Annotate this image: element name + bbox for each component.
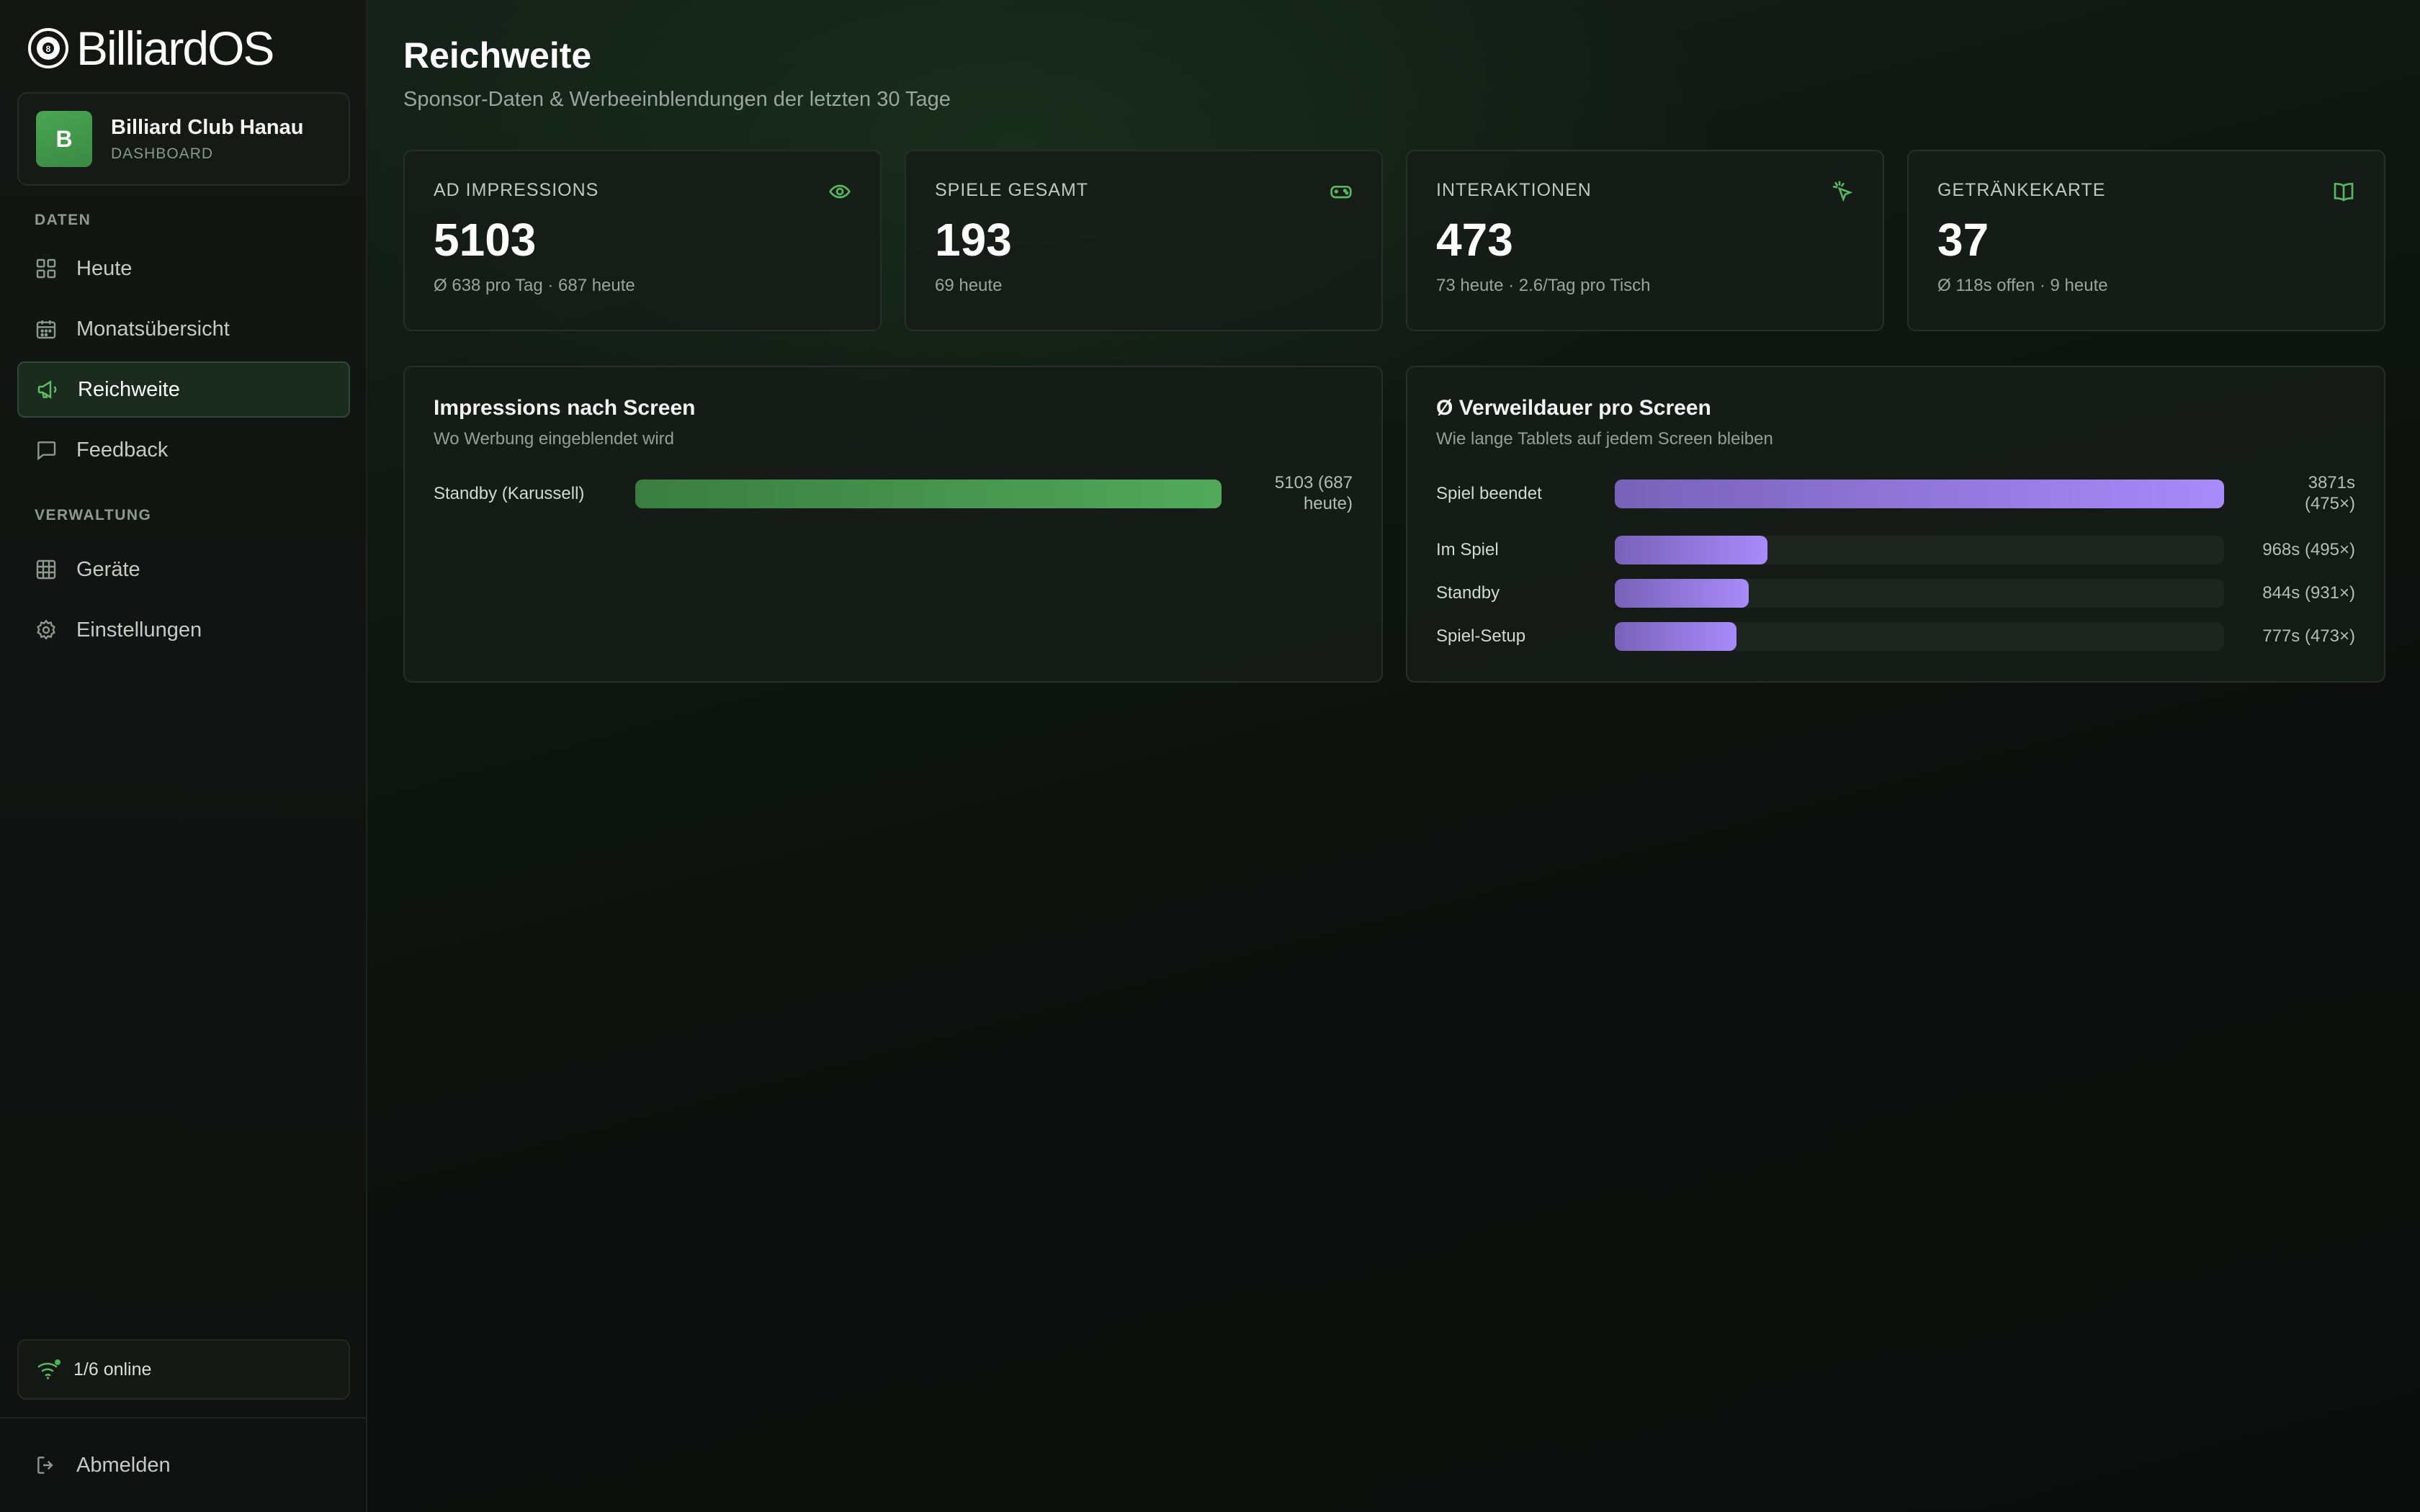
page-title: Reichweite xyxy=(403,35,592,76)
sidebar-item-heute[interactable]: Heute xyxy=(17,240,350,297)
bar-value-line-2: heute) xyxy=(1303,494,1353,513)
club-avatar: B xyxy=(36,111,92,167)
panel-title: Ø Verweildauer pro Screen xyxy=(1436,396,1711,420)
bar-value: 844s (931×) xyxy=(2262,582,2355,603)
kpi-value: 473 xyxy=(1436,214,1513,266)
megaphone-icon xyxy=(36,378,59,401)
club-card[interactable]: B Billiard Club Hanau DASHBOARD xyxy=(17,92,350,186)
bar-value: 777s (473×) xyxy=(2262,626,2355,646)
bar-track xyxy=(1615,480,2224,508)
kpi-card-getraenkekarte: GETRÄNKEKARTE 37 Ø 118s offen · 9 heute xyxy=(1907,150,2385,331)
bar-fill xyxy=(1615,579,1749,608)
kpi-value: 193 xyxy=(935,214,1012,266)
sidebar-item-geraete[interactable]: Geräte xyxy=(17,541,350,598)
eye-icon xyxy=(828,180,851,203)
bar-label: Spiel-Setup xyxy=(1436,626,1526,646)
kpi-value: 37 xyxy=(1937,214,1989,266)
dwell-row-spiel-beendet: Spiel beendet 3871s (475×) xyxy=(1436,473,2355,515)
kpi-label: SPIELE GESAMT xyxy=(935,180,1089,200)
sidebar-item-einstellungen[interactable]: Einstellungen xyxy=(17,602,350,658)
impressions-panel: Impressions nach Screen Wo Werbung einge… xyxy=(403,366,1383,683)
kpi-label: GETRÄNKEKARTE xyxy=(1937,180,2106,200)
bar-track xyxy=(1615,622,2224,651)
bar-value: 968s (495×) xyxy=(2262,539,2355,559)
bar-value: 3871s (475×) xyxy=(2305,473,2355,515)
bar-fill xyxy=(1615,536,1767,564)
bar-value-line-1: 5103 (687 xyxy=(1274,473,1353,493)
dwell-time-panel: Ø Verweildauer pro Screen Wie lange Tabl… xyxy=(1406,366,2385,683)
wifi-icon xyxy=(36,1358,62,1381)
kpi-label: AD IMPRESSIONS xyxy=(434,180,599,200)
bar-label: Im Spiel xyxy=(1436,540,1499,559)
sidebar: 8 BilliardOS B Billiard Club Hanau DASHB… xyxy=(0,0,367,1512)
kpi-label: INTERAKTIONEN xyxy=(1436,180,1592,200)
calendar-icon xyxy=(35,318,58,341)
chat-icon xyxy=(35,438,58,462)
impressions-row: Standby (Karussell) 5103 (687 heute) xyxy=(434,473,1353,515)
kpi-card-ad-impressions: AD IMPRESSIONS 5103 Ø 638 pro Tag · 687 … xyxy=(403,150,882,331)
sidebar-divider xyxy=(0,1417,367,1418)
panel-title: Impressions nach Screen xyxy=(434,396,696,420)
sidebar-item-label: Geräte xyxy=(76,557,140,581)
page-subtitle: Sponsor-Daten & Werbeeinblendungen der l… xyxy=(403,88,951,111)
sidebar-item-feedback[interactable]: Feedback xyxy=(17,422,350,478)
table-grid-icon xyxy=(35,558,58,581)
sidebar-item-label: Einstellungen xyxy=(76,618,202,642)
brand-logo[interactable]: 8 BilliardOS xyxy=(27,22,274,75)
svg-text:8: 8 xyxy=(46,44,51,54)
dwell-row-spiel-setup: Spiel-Setup 777s (473×) xyxy=(1436,622,2355,651)
sidebar-item-label: Monatsübersicht xyxy=(76,317,230,341)
section-label-daten: DATEN xyxy=(35,212,91,228)
sidebar-item-reichweite[interactable]: Reichweite xyxy=(17,361,350,418)
online-status-text: 1/6 online xyxy=(73,1359,152,1380)
logout-button[interactable]: Abmelden xyxy=(17,1437,350,1493)
bar-fill xyxy=(1615,622,1737,651)
kpi-note: Ø 118s offen · 9 heute xyxy=(1937,276,2108,295)
bar-value-line-2: (475×) xyxy=(2304,494,2355,513)
main-content: Reichweite Sponsor-Daten & Werbeeinblend… xyxy=(367,0,2420,1512)
bar-track xyxy=(1615,536,2224,564)
grid-icon xyxy=(35,257,58,280)
kpi-card-spiele-gesamt: SPIELE GESAMT 193 69 heute xyxy=(905,150,1383,331)
pointer-click-icon xyxy=(1831,180,1854,203)
sidebar-item-label: Heute xyxy=(76,256,133,280)
brand-name: BilliardOS xyxy=(76,22,274,75)
book-icon xyxy=(2332,180,2355,203)
bar-track xyxy=(1615,579,2224,608)
club-name: Billiard Club Hanau xyxy=(111,115,304,139)
dwell-row-im-spiel: Im Spiel 968s (495×) xyxy=(1436,536,2355,564)
logout-label: Abmelden xyxy=(76,1453,171,1477)
bar-track xyxy=(635,480,1222,508)
sidebar-item-label: Feedback xyxy=(76,438,169,462)
panel-subtitle: Wie lange Tablets auf jedem Screen bleib… xyxy=(1436,429,1773,449)
bar-value: 5103 (687 heute) xyxy=(1275,473,1353,515)
bar-value-line-1: 3871s xyxy=(2308,473,2355,493)
bar-fill xyxy=(635,480,1222,508)
gamepad-icon xyxy=(1330,180,1353,203)
kpi-note: Ø 638 pro Tag · 687 heute xyxy=(434,276,635,295)
sidebar-item-label: Reichweite xyxy=(78,377,180,401)
logout-icon xyxy=(35,1454,58,1477)
bar-label: Spiel beendet xyxy=(1436,484,1542,503)
kpi-value: 5103 xyxy=(434,214,537,266)
bar-label: Standby xyxy=(1436,583,1500,603)
online-status[interactable]: 1/6 online xyxy=(17,1339,350,1400)
gear-icon xyxy=(35,618,58,642)
club-role: DASHBOARD xyxy=(111,145,214,163)
panel-subtitle: Wo Werbung eingeblendet wird xyxy=(434,429,674,449)
kpi-note: 69 heute xyxy=(935,276,1003,295)
section-label-verwaltung: VERWALTUNG xyxy=(35,507,152,523)
billiard-ball-icon: 8 xyxy=(28,28,68,68)
dwell-row-standby: Standby 844s (931×) xyxy=(1436,579,2355,608)
bar-fill xyxy=(1615,480,2224,508)
kpi-note: 73 heute · 2.6/Tag pro Tisch xyxy=(1436,276,1651,295)
sidebar-item-monatsuebersicht[interactable]: Monatsübersicht xyxy=(17,301,350,357)
kpi-card-interaktionen: INTERAKTIONEN 473 73 heute · 2.6/Tag pro… xyxy=(1406,150,1884,331)
bar-label: Standby (Karussell) xyxy=(434,484,585,503)
